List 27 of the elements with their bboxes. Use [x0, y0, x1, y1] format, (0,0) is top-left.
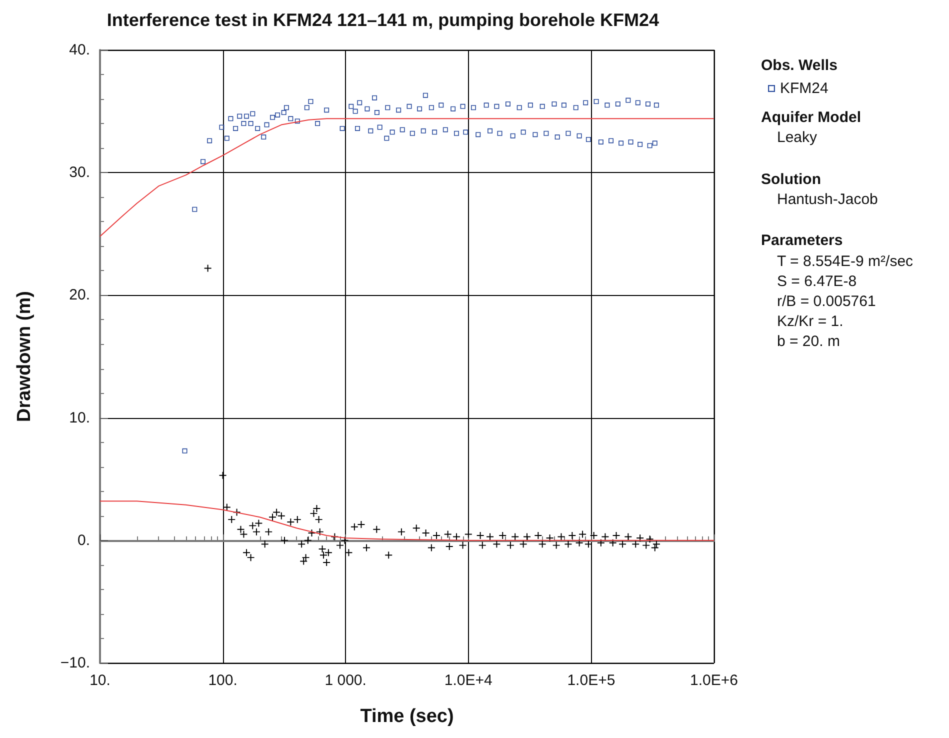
text: Kz/Kr = 1.: [777, 313, 844, 330]
x-axis-title: Time (sec): [360, 706, 454, 727]
y-tick-label: 40.: [69, 42, 90, 58]
x-tick-label: 1 000.: [324, 672, 366, 689]
y-tick-label: 30.: [69, 164, 90, 182]
chart-title: Interference test in KFM24 121–141 m, pumping borehole KFM24: [106, 10, 660, 30]
text: Obs. Wells: [761, 57, 838, 74]
y-tick-label: 0.: [77, 532, 90, 549]
text: Aquifer Model: [761, 109, 861, 126]
text: Hantush-Jacob: [777, 191, 878, 208]
text: r/B = 0.005761: [777, 293, 876, 310]
text: S = 6.47E-8: [777, 273, 857, 290]
text: b = 20. m: [777, 333, 840, 350]
text: Parameters: [761, 232, 843, 249]
text: Solution: [761, 171, 821, 188]
text: Leaky: [777, 129, 818, 146]
x-tick-label: 10.: [90, 672, 110, 689]
y-tick-label: −10.: [60, 654, 90, 672]
x-tick-label: 1.0E+5: [567, 672, 616, 689]
y-tick-label: 10.: [69, 409, 90, 426]
x-tick-label: 100.: [208, 672, 238, 689]
text: T = 8.554E-9 m²/sec: [777, 253, 914, 270]
legend-label: KFM24: [780, 80, 828, 97]
x-tick-label: 1.0E+4: [444, 672, 492, 689]
x-tick-label: 1.0E+6: [690, 672, 738, 689]
y-tick-label: 20.: [69, 286, 90, 304]
y-axis-title: Drawdown (m): [14, 291, 35, 422]
